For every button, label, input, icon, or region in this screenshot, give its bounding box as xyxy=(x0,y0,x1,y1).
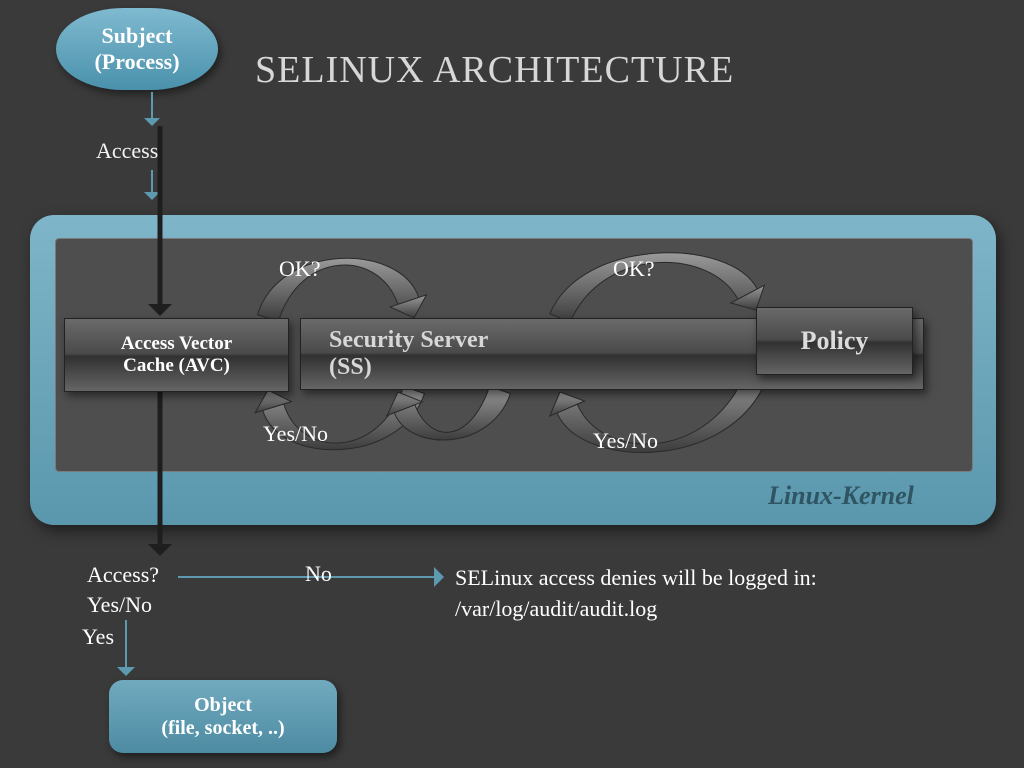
log-line1: SELinux access denies will be logged in: xyxy=(455,563,817,594)
avc-box: Access Vector Cache (AVC) xyxy=(64,318,289,392)
policy-box: Policy xyxy=(756,307,913,375)
yesno-label-2: Yes/No xyxy=(593,428,658,454)
log-text: SELinux access denies will be logged in:… xyxy=(455,563,817,625)
access-question: Access? Yes/No xyxy=(87,560,159,619)
avc-label: Access Vector Cache (AVC) xyxy=(121,333,232,377)
object-node: Object (file, socket, ..) xyxy=(109,680,337,753)
object-line1: Object xyxy=(161,694,284,717)
ok-label-2: OK? xyxy=(613,256,655,282)
access-question-l2: Yes/No xyxy=(87,590,159,620)
yes-label: Yes xyxy=(82,624,114,650)
yesno-label-1: Yes/No xyxy=(263,421,328,447)
ok-label-1: OK? xyxy=(279,256,321,282)
log-line2: /var/log/audit/audit.log xyxy=(455,594,817,625)
security-server-label: Security Server (SS) xyxy=(329,327,488,381)
access-question-l1: Access? xyxy=(87,560,159,590)
no-label: No xyxy=(305,561,332,587)
policy-label: Policy xyxy=(801,326,869,356)
object-line2: (file, socket, ..) xyxy=(161,717,284,740)
